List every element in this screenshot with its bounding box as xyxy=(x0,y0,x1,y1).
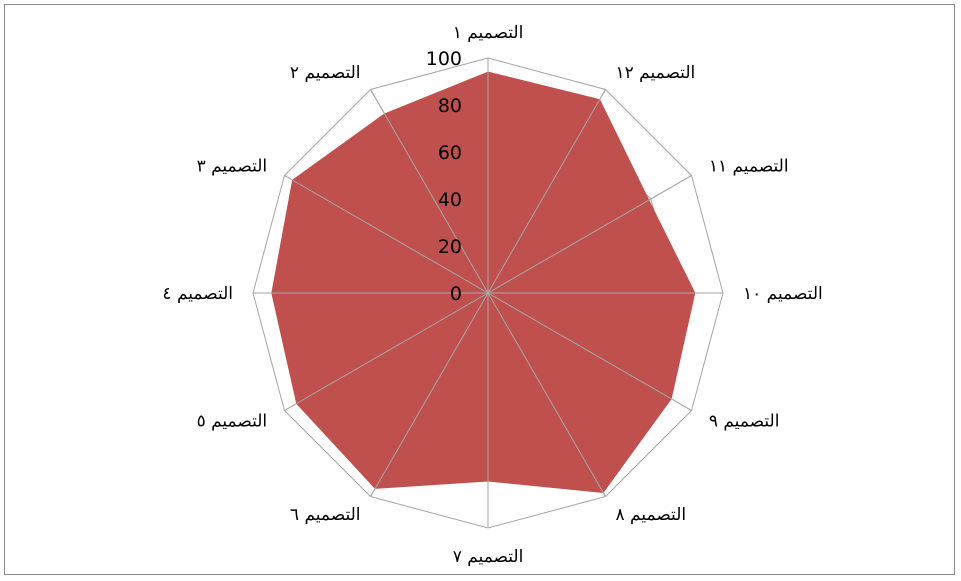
category-labels: التصميم ١ التصميم ١٢ التصميم ١١ التصميم ١٠ ا… xyxy=(162,23,822,567)
category-label-7: التصميم ٧ xyxy=(453,547,524,567)
category-label-12: التصميم ٢ xyxy=(290,63,361,83)
category-label-3: التصميم ١١ xyxy=(709,157,789,177)
category-label-10: التصميم ٤ xyxy=(162,284,233,304)
spoke-overlay-3 xyxy=(487,175,692,294)
radar-series xyxy=(253,58,723,528)
series-area xyxy=(271,71,696,493)
spoke-overlay-9 xyxy=(284,292,489,411)
tick-label-100: 100 xyxy=(426,48,462,70)
category-label-2: التصميم ١٢ xyxy=(616,63,696,83)
radial-axis-ticks: 0 20 40 60 80 100 xyxy=(426,48,462,305)
spokes-overlay xyxy=(253,58,723,528)
tick-label-40: 40 xyxy=(438,189,462,211)
category-label-1: التصميم ١ xyxy=(453,23,524,43)
tick-label-0: 0 xyxy=(450,283,462,305)
tick-label-60: 60 xyxy=(438,142,462,164)
spoke-overlay-5 xyxy=(487,292,692,411)
spoke-overlay-8 xyxy=(370,292,489,497)
category-label-9: التصميم ٥ xyxy=(197,412,268,432)
tick-label-80: 80 xyxy=(438,95,462,117)
category-label-5: التصميم ٩ xyxy=(709,412,780,432)
category-label-4: التصميم ١٠ xyxy=(743,284,823,304)
spoke-overlay-2 xyxy=(487,89,606,294)
category-label-6: التصميم ٨ xyxy=(616,505,687,525)
spoke-overlay-11 xyxy=(284,175,489,294)
spoke-overlay-6 xyxy=(487,292,606,497)
category-label-11: التصميم ٣ xyxy=(197,157,268,177)
category-label-8: التصميم ٦ xyxy=(290,505,361,525)
tick-label-20: 20 xyxy=(438,236,462,258)
spoke-overlay-12 xyxy=(370,89,489,294)
